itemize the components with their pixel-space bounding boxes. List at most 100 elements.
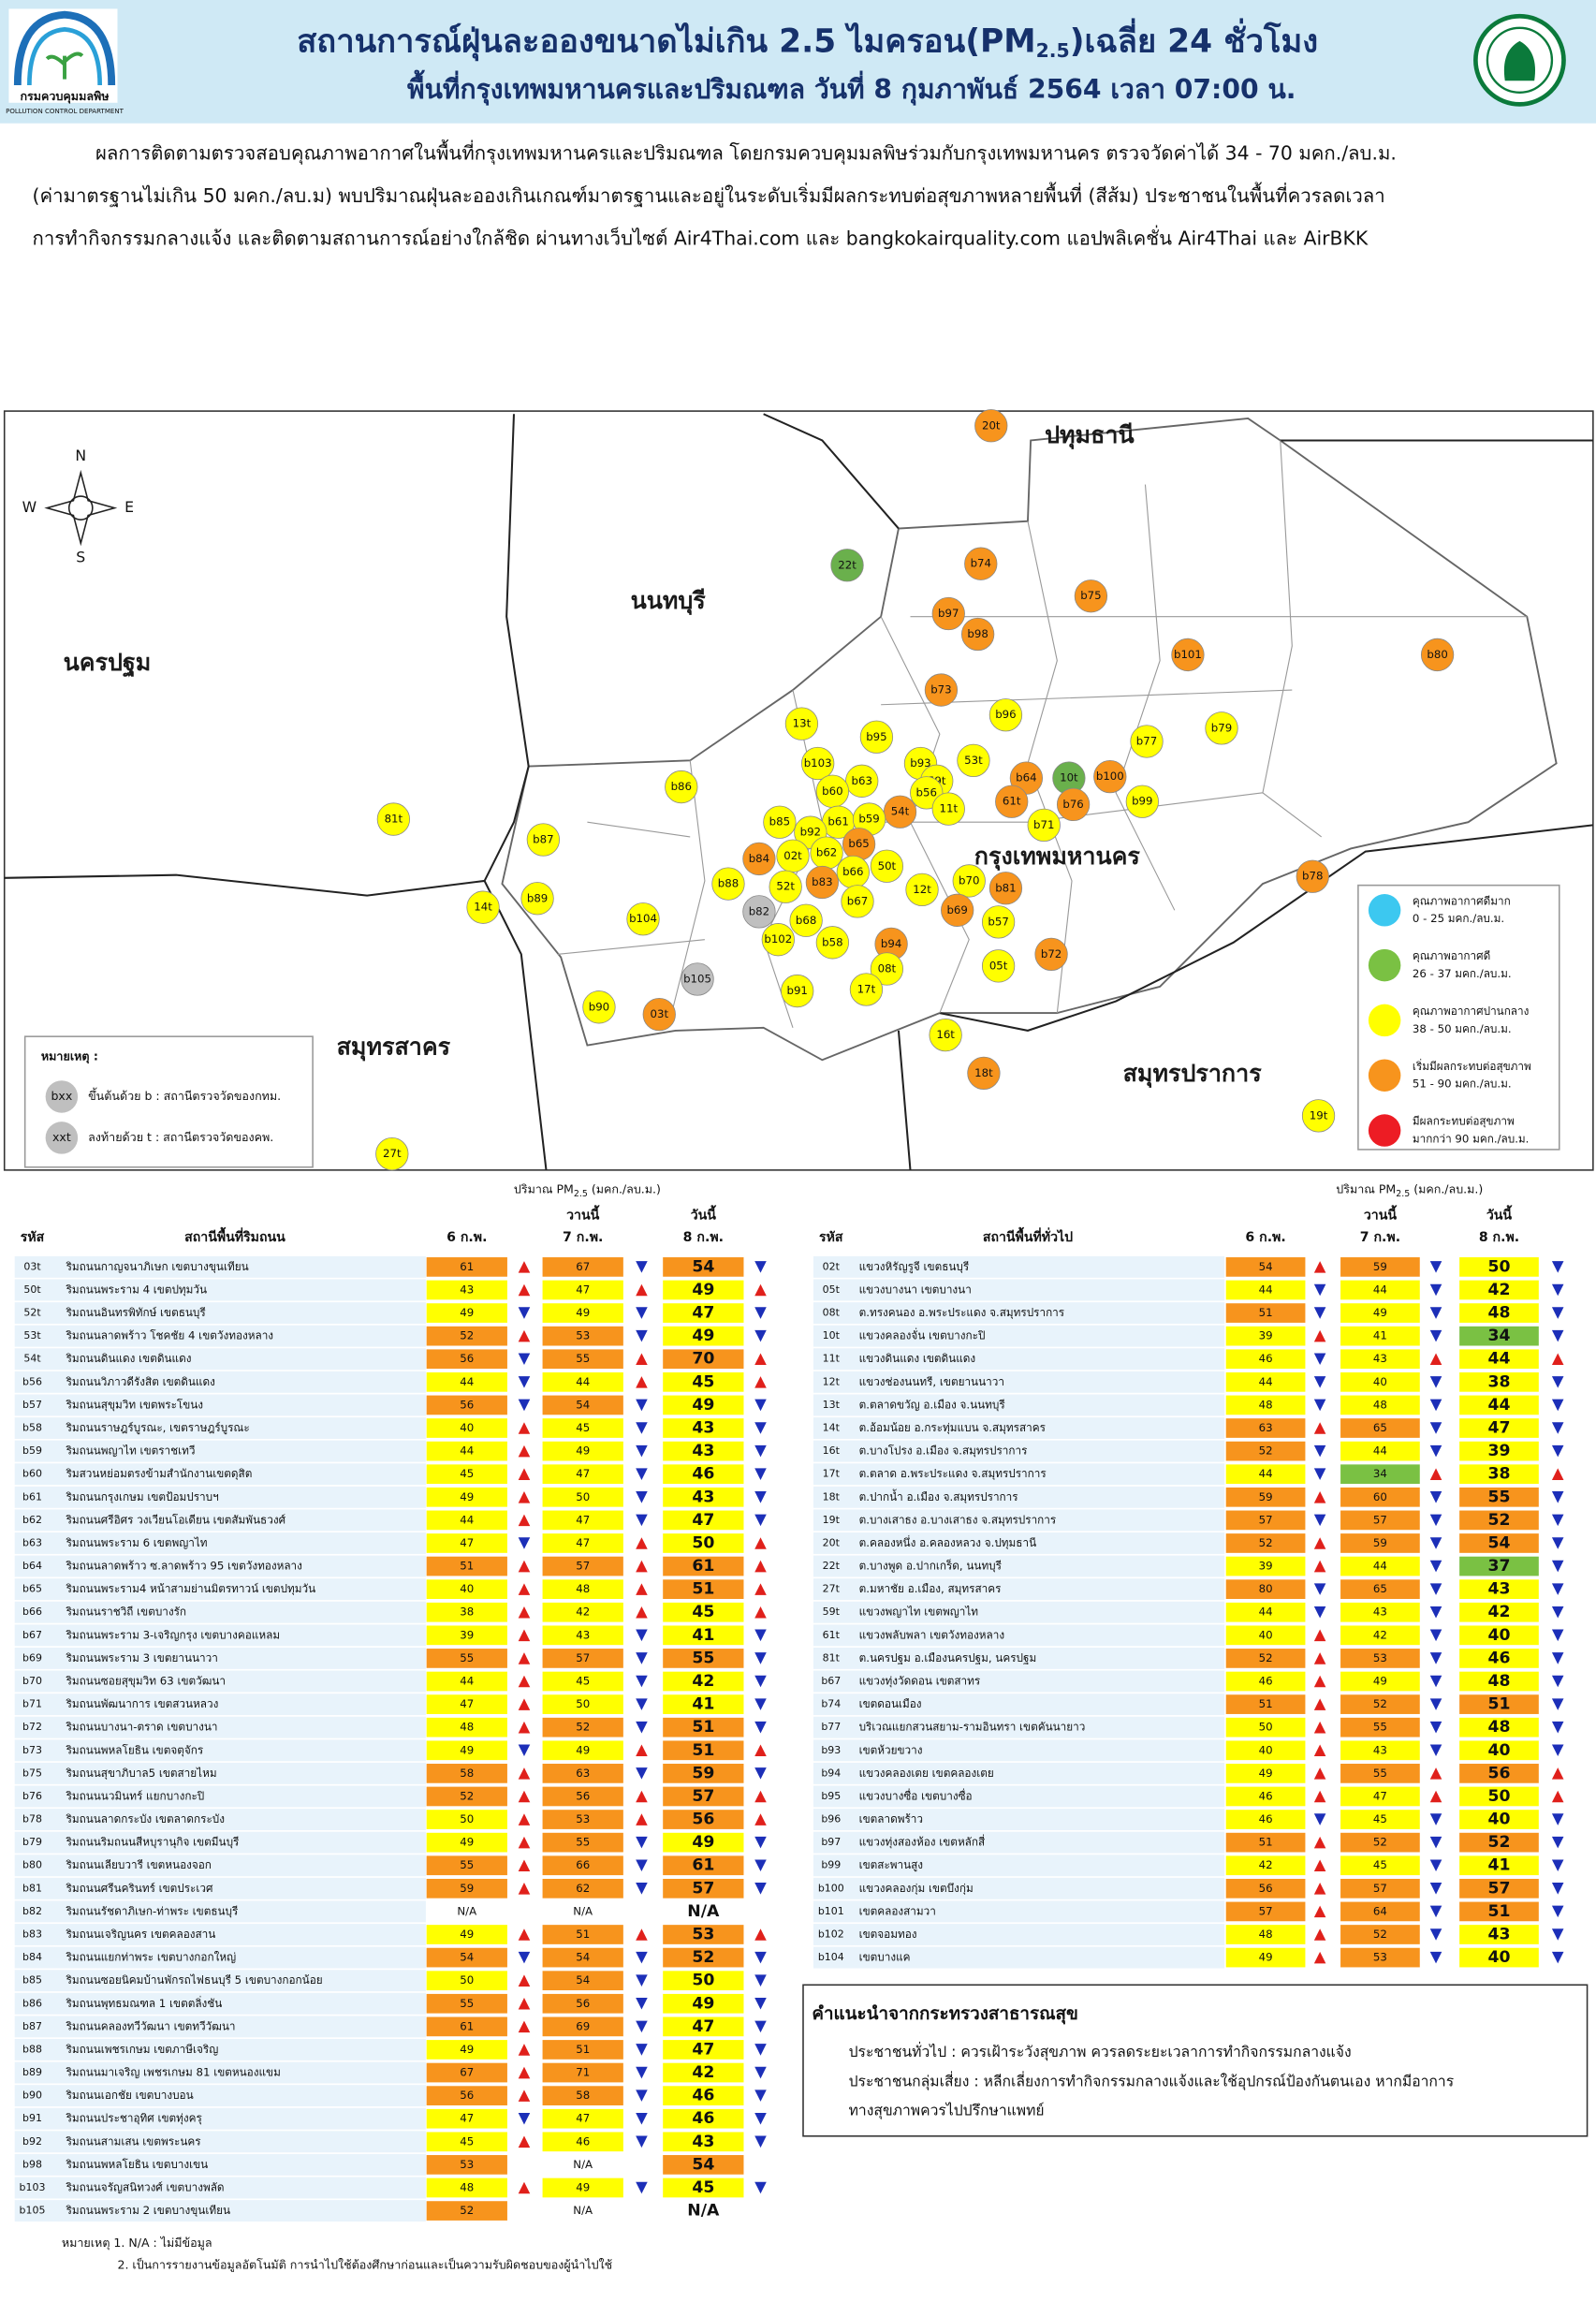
pm-label-sub: 2.5 bbox=[1396, 1188, 1410, 1198]
value-label: 44 bbox=[576, 1375, 590, 1388]
value-label: 48 bbox=[1487, 1672, 1510, 1691]
value-cell bbox=[426, 1694, 507, 1714]
arrow-up bbox=[636, 1353, 648, 1366]
advice-title: คำแนะนำจากกระทรวงสาธารณสุข bbox=[812, 2004, 1078, 2025]
value-cell bbox=[426, 1740, 507, 1761]
station-label: b83 bbox=[812, 875, 832, 888]
value-cell bbox=[542, 1925, 623, 1944]
station-label: b74 bbox=[971, 557, 991, 570]
value-cell bbox=[1340, 1349, 1420, 1370]
value-cell bbox=[1225, 1257, 1306, 1277]
value-label: 80 bbox=[1259, 1582, 1273, 1595]
value-label: 49 bbox=[576, 1306, 590, 1319]
value-cell bbox=[542, 1602, 623, 1622]
value-label: 52 bbox=[460, 1329, 474, 1342]
value-cell bbox=[542, 1649, 623, 1668]
value-label: 53 bbox=[460, 2158, 474, 2171]
arrow-down bbox=[1551, 1836, 1564, 1849]
arrow-up bbox=[518, 2066, 531, 2079]
station-marker bbox=[952, 864, 986, 898]
station-label: b105 bbox=[683, 973, 711, 986]
pm-label-sub: 2.5 bbox=[574, 1188, 588, 1198]
station: b63 bbox=[845, 764, 879, 798]
value-cell bbox=[426, 2086, 507, 2105]
row-band bbox=[14, 1992, 426, 2015]
station-code: b65 bbox=[22, 1583, 42, 1595]
value-label: 49 bbox=[692, 1327, 714, 1345]
value-label: 40 bbox=[460, 1582, 474, 1595]
station-code: 03t bbox=[23, 1260, 41, 1272]
row-band bbox=[813, 1900, 1225, 1923]
station: b65 bbox=[842, 828, 876, 861]
station-label: 54t bbox=[891, 805, 910, 818]
row-band bbox=[14, 1831, 426, 1854]
station-name: ต.บางเสาธง อ.บางเสาธง จ.สมุทรปราการ bbox=[859, 1513, 1057, 1526]
arrow-up bbox=[518, 1261, 531, 1273]
value-label: 49 bbox=[692, 1281, 714, 1299]
value-cell bbox=[542, 1303, 623, 1323]
value-cell bbox=[1225, 1556, 1306, 1576]
value-cell bbox=[1459, 1510, 1539, 1531]
arrow-down bbox=[1551, 1859, 1564, 1872]
value-cell bbox=[1225, 1371, 1306, 1392]
row-band bbox=[813, 1624, 1225, 1647]
value-cell bbox=[1340, 1326, 1420, 1346]
value-cell bbox=[663, 1832, 744, 1853]
column-header: รหัส bbox=[819, 1230, 843, 1245]
value-cell bbox=[426, 2040, 507, 2060]
value-label: 52 bbox=[1373, 1697, 1387, 1710]
value-cell bbox=[1459, 1740, 1539, 1761]
arrow-up bbox=[636, 1606, 648, 1619]
arrow-up bbox=[1429, 1468, 1442, 1480]
value-label: 51 bbox=[1259, 1306, 1273, 1319]
value-cell bbox=[426, 1441, 507, 1461]
value-label: 52 bbox=[576, 1721, 590, 1734]
row-band bbox=[14, 1486, 426, 1508]
value-cell bbox=[426, 1602, 507, 1622]
note-icon: xxt bbox=[52, 1130, 71, 1144]
arrow-down bbox=[754, 1859, 767, 1872]
station-name: ต.มหาชัย อ.เมือง, สมุทรสาคร bbox=[859, 1582, 1002, 1595]
column-header: สถานีพื้นที่ริมถนน bbox=[184, 1226, 286, 1245]
arrow-up bbox=[1313, 1652, 1326, 1664]
row-band bbox=[813, 1302, 1225, 1325]
row-band bbox=[14, 1855, 426, 1877]
arrow-up bbox=[518, 1813, 531, 1825]
legend-swatch bbox=[1368, 1004, 1401, 1037]
value-cell bbox=[426, 1326, 507, 1346]
station-label: b63 bbox=[852, 774, 872, 787]
station: 16t bbox=[929, 1018, 962, 1052]
value-label: 38 bbox=[1487, 1465, 1510, 1484]
station-name: ริมถนนพระราม 2 เขตบางขุนเทียน bbox=[66, 2204, 230, 2217]
station-label: b64 bbox=[1016, 771, 1036, 784]
value-cell bbox=[1459, 1694, 1539, 1714]
column-header: 7 ก.พ. bbox=[563, 1230, 603, 1245]
row-band bbox=[813, 1279, 1225, 1301]
arrow-down bbox=[1313, 1813, 1326, 1825]
row-band bbox=[813, 1486, 1225, 1508]
arrow-down bbox=[518, 2112, 531, 2125]
value-cell bbox=[542, 1326, 623, 1346]
value-cell bbox=[426, 1764, 507, 1783]
value-cell bbox=[542, 1810, 623, 1829]
arrow-down bbox=[1429, 1744, 1442, 1757]
arrow-down bbox=[1551, 1744, 1564, 1757]
station-name: ริมถนนเลียบวารี เขตหนองจอก bbox=[66, 1858, 212, 1871]
value-label: 49 bbox=[1259, 1951, 1273, 1964]
arrow-down bbox=[1429, 1329, 1442, 1342]
value-cell bbox=[663, 1625, 744, 1646]
arrow-up bbox=[518, 1767, 531, 1780]
station-code: 22t bbox=[823, 1560, 841, 1572]
station: b75 bbox=[1074, 579, 1108, 613]
station-label: b59 bbox=[858, 813, 879, 826]
arrow-down bbox=[1429, 1283, 1442, 1297]
station-label: b72 bbox=[1041, 947, 1062, 960]
arrow-down bbox=[1551, 1905, 1564, 1918]
value-cell bbox=[1340, 1395, 1420, 1415]
value-label: 42 bbox=[1487, 1603, 1510, 1621]
row-band bbox=[14, 1532, 426, 1554]
station-label: b94 bbox=[881, 937, 901, 950]
arrow-up bbox=[1313, 1560, 1326, 1573]
arrow-down bbox=[1429, 1629, 1442, 1642]
station-name: แขวงทุ่งวัดดอน เขตสาทร bbox=[859, 1675, 981, 1688]
